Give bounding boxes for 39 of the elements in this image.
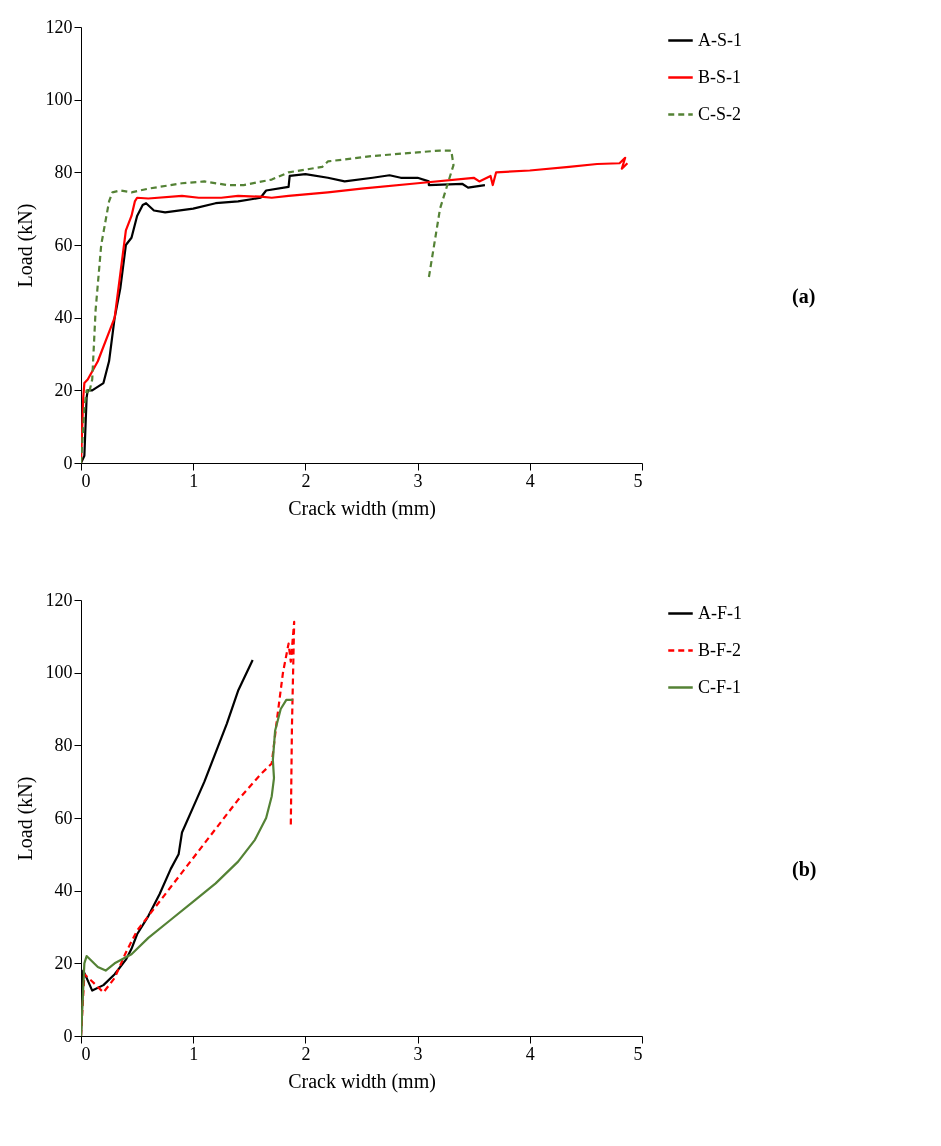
legend-label: A-S-1 <box>698 29 742 50</box>
legend-label: B-S-1 <box>698 66 742 87</box>
y-tick-label: 120 <box>45 16 73 37</box>
y-tick-label: 40 <box>54 880 73 901</box>
legend-label: C-F-1 <box>698 676 742 697</box>
x-tick-label: 0 <box>81 470 91 491</box>
x-tick-label: 3 <box>413 1043 423 1064</box>
y-axis-title: Load (kN) <box>13 776 37 861</box>
legend-label: B-F-2 <box>698 639 742 660</box>
x-tick-label: 3 <box>413 470 423 491</box>
y-tick-label: 60 <box>54 234 73 255</box>
y-tick-label: 0 <box>63 1025 73 1046</box>
y-axis-title: Load (kN) <box>13 203 37 288</box>
y-tick-label: 20 <box>54 952 73 973</box>
legend-label: A-F-1 <box>698 602 742 623</box>
y-tick-label: 40 <box>54 307 73 328</box>
text: (a) <box>792 285 816 309</box>
y-tick-label: 100 <box>45 89 73 110</box>
x-tick-label: 2 <box>301 470 311 491</box>
line-series <box>81 698 295 1036</box>
y-tick-label: 80 <box>54 161 73 182</box>
x-tick-label: 2 <box>301 1043 311 1064</box>
x-tick-label: 4 <box>525 1043 535 1064</box>
x-tick-label: 4 <box>525 470 535 491</box>
x-tick-label: 5 <box>633 470 643 491</box>
text: (b) <box>792 858 817 882</box>
y-tick-label: 0 <box>63 452 73 473</box>
x-tick-label: 0 <box>81 1043 91 1064</box>
x-tick-label: 1 <box>189 1043 199 1064</box>
y-tick-label: 100 <box>45 662 73 683</box>
legend-label: C-S-2 <box>698 103 742 124</box>
y-tick-label: 120 <box>45 589 73 610</box>
y-tick-label: 80 <box>54 734 73 755</box>
x-tick-label: 5 <box>633 1043 643 1064</box>
x-tick-label: 1 <box>189 470 199 491</box>
x-axis-title: Crack width (mm) <box>288 1069 436 1093</box>
y-tick-label: 60 <box>54 807 73 828</box>
y-tick-label: 20 <box>54 379 73 400</box>
x-axis-title: Crack width (mm) <box>288 496 436 520</box>
